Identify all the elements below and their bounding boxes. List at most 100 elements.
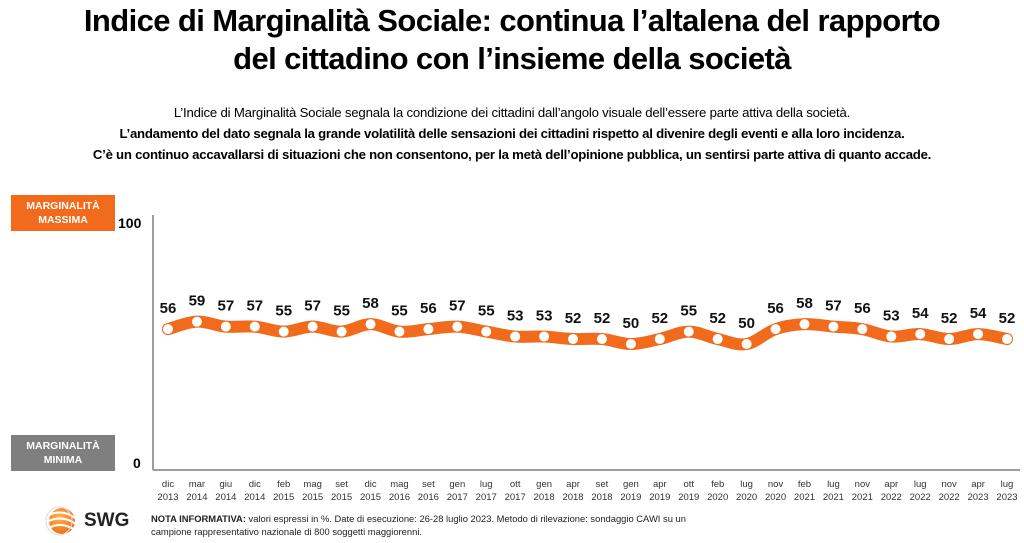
data-label: 55 (275, 303, 292, 320)
x-tick-label-month: gen (536, 479, 552, 490)
x-tick-label-year: 2018 (534, 492, 555, 503)
x-tick-label-year: 2022 (939, 492, 960, 503)
x-tick-label-month: set (422, 479, 435, 490)
data-point (595, 333, 608, 346)
x-tick-label-month: giu (220, 479, 233, 490)
min-badge-line-1: MARGINALITÀ (26, 440, 100, 452)
data-point (827, 320, 840, 333)
data-label: 58 (796, 295, 813, 312)
data-label: 52 (565, 310, 582, 327)
x-tick-label-month: apr (653, 479, 667, 490)
x-tick-label-month: ott (683, 479, 694, 490)
x-tick-label-month: dic (162, 479, 174, 490)
x-tick-label-month: feb (711, 479, 724, 490)
page-title: Indice di Marginalità Sociale: continua … (0, 2, 1024, 78)
title-line-1: Indice di Marginalità Sociale: continua … (83, 3, 941, 38)
x-tick-label-year: 2016 (418, 492, 439, 503)
data-point (509, 330, 522, 343)
x-tick-label-month: gen (623, 479, 639, 490)
x-tick-label-year: 2019 (649, 492, 670, 503)
data-point (451, 320, 464, 333)
max-marginality-badge: MARGINALITÀ MASSIMA (11, 195, 115, 231)
data-point (769, 323, 782, 336)
x-tick-label-year: 2015 (331, 492, 352, 503)
x-tick-label-year: 2014 (186, 492, 207, 503)
min-badge-line-2: MINIMA (43, 454, 83, 466)
data-label: 55 (333, 303, 350, 320)
data-label: 57 (825, 298, 842, 315)
data-point (740, 338, 753, 350)
data-label: 55 (680, 303, 697, 320)
data-point (306, 320, 319, 333)
x-tick-label-year: 2017 (447, 492, 468, 503)
series-line (162, 315, 1013, 351)
x-tick-label-year: 2021 (852, 492, 873, 503)
x-tick-label-month: lug (740, 479, 753, 490)
x-tick-label-month: set (596, 479, 609, 490)
x-tick-label-month: lug (827, 479, 840, 490)
y-tick-label-max: 100 (118, 215, 142, 231)
x-tick-labels: dic 2013 mar 2014 giu 2014 dic 2014 feb 2015 mag 20… (157, 479, 1017, 503)
x-tick-label-year: 2015 (360, 492, 381, 503)
data-label: 55 (391, 303, 408, 320)
x-tick-label-month: mar (189, 479, 205, 490)
x-tick-label-year: 2017 (476, 492, 497, 503)
x-tick-label-year: 2014 (215, 492, 236, 503)
note-text: valori espressi in %. Date di esecuzione… (151, 513, 686, 537)
x-tick-label-month: ott (510, 479, 521, 490)
x-tick-label-year: 2023 (996, 492, 1017, 503)
data-point (914, 328, 927, 341)
data-label: 53 (536, 308, 553, 325)
data-point (943, 333, 956, 346)
data-labels: 56 59 57 57 55 57 55 58 55 56 57 55 53 53 52 52 50 52 55 52… (160, 293, 1016, 332)
swg-logo: SWG (44, 504, 134, 538)
data-label: 52 (999, 310, 1016, 327)
x-tick-label-month: apr (884, 479, 898, 490)
globe-logo-icon (45, 506, 77, 536)
x-tick-label-year: 2016 (389, 492, 410, 503)
data-label: 57 (304, 298, 321, 315)
x-tick-label-year: 2019 (620, 492, 641, 503)
x-tick-label-month: mag (390, 479, 408, 490)
data-label: 53 (507, 308, 524, 325)
subtitle-line-3: C’è un continuo accavallarsi di situazio… (92, 147, 932, 162)
data-point (393, 325, 406, 338)
x-tick-label-month: set (335, 479, 348, 490)
x-tick-label-year: 2018 (591, 492, 612, 503)
data-point (856, 323, 869, 336)
data-label: 59 (189, 293, 206, 310)
data-point (480, 325, 493, 338)
data-label: 55 (478, 303, 495, 320)
data-label: 50 (623, 315, 640, 332)
data-point (277, 325, 290, 338)
data-label: 52 (594, 310, 611, 327)
data-point (624, 338, 637, 350)
x-tick-label-month: mag (303, 479, 321, 490)
series-layer (162, 315, 1013, 351)
x-tick-label-month: apr (971, 479, 985, 490)
x-tick-label-month: nov (855, 479, 871, 490)
x-tick-label-year: 2019 (678, 492, 699, 503)
data-label: 53 (883, 308, 900, 325)
data-label: 50 (738, 315, 755, 332)
data-point (422, 323, 435, 336)
data-point (798, 318, 811, 331)
x-tick-label-year: 2023 (967, 492, 988, 503)
data-label: 52 (651, 310, 668, 327)
x-tick-label-month: feb (277, 479, 290, 490)
data-label: 52 (941, 310, 958, 327)
x-tick-label-month: nov (941, 479, 957, 490)
info-note: NOTA INFORMATIVA: valori espressi in %. … (151, 512, 711, 538)
x-tick-label-year: 2022 (910, 492, 931, 503)
data-label: 52 (709, 310, 726, 327)
data-point (972, 328, 985, 341)
data-label: 57 (218, 298, 235, 315)
data-label: 56 (767, 300, 784, 317)
note-label: NOTA INFORMATIVA: (151, 513, 246, 524)
x-tick-label-year: 2015 (302, 492, 323, 503)
data-point (653, 333, 666, 346)
data-label: 56 (420, 300, 437, 317)
data-point (364, 318, 377, 331)
data-point (885, 330, 898, 343)
